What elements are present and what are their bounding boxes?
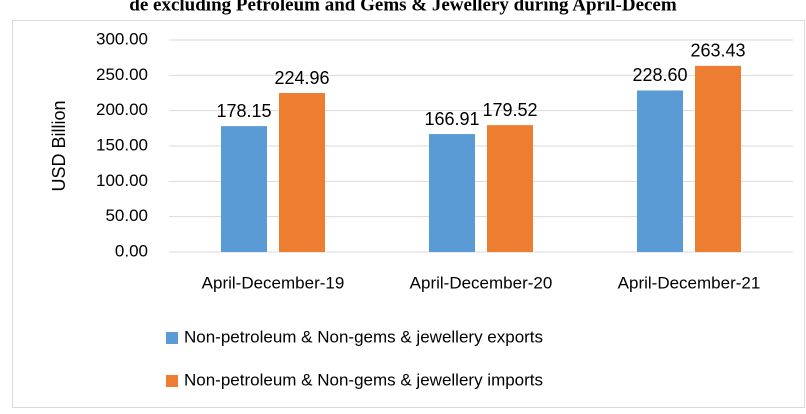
chart-title: de excluding Petroleum and Gems & Jewell… [129, 0, 677, 15]
data-label: 166.91 [424, 109, 479, 129]
bar [487, 125, 533, 252]
legend-swatch [166, 375, 178, 387]
data-label: 179.52 [482, 100, 537, 120]
data-label: 224.96 [274, 68, 329, 88]
y-tick-label: 150.00 [96, 135, 148, 154]
y-tick-label: 100.00 [96, 171, 148, 190]
y-tick-label: 0.00 [115, 241, 148, 260]
bar [279, 93, 325, 253]
bar [637, 90, 683, 253]
legend-label: Non-petroleum & Non-gems & jewellery imp… [184, 370, 543, 389]
data-label: 228.60 [632, 65, 687, 85]
data-label: 178.15 [216, 101, 271, 121]
x-tick-label: April-December-21 [618, 273, 761, 292]
y-tick-label: 50.00 [105, 206, 148, 225]
y-tick-label: 300.00 [96, 29, 148, 48]
x-tick-label: April-December-20 [410, 273, 553, 292]
y-axis-label: USD Billion [49, 100, 69, 191]
legend-swatch [166, 332, 178, 344]
data-label: 263.43 [690, 41, 745, 61]
bar [429, 134, 475, 252]
bar [695, 65, 741, 252]
y-tick-label: 200.00 [96, 100, 148, 119]
y-tick-label: 250.00 [96, 65, 148, 84]
bar [221, 126, 267, 252]
legend-label: Non-petroleum & Non-gems & jewellery exp… [184, 327, 543, 346]
x-tick-label: April-December-19 [202, 273, 345, 292]
